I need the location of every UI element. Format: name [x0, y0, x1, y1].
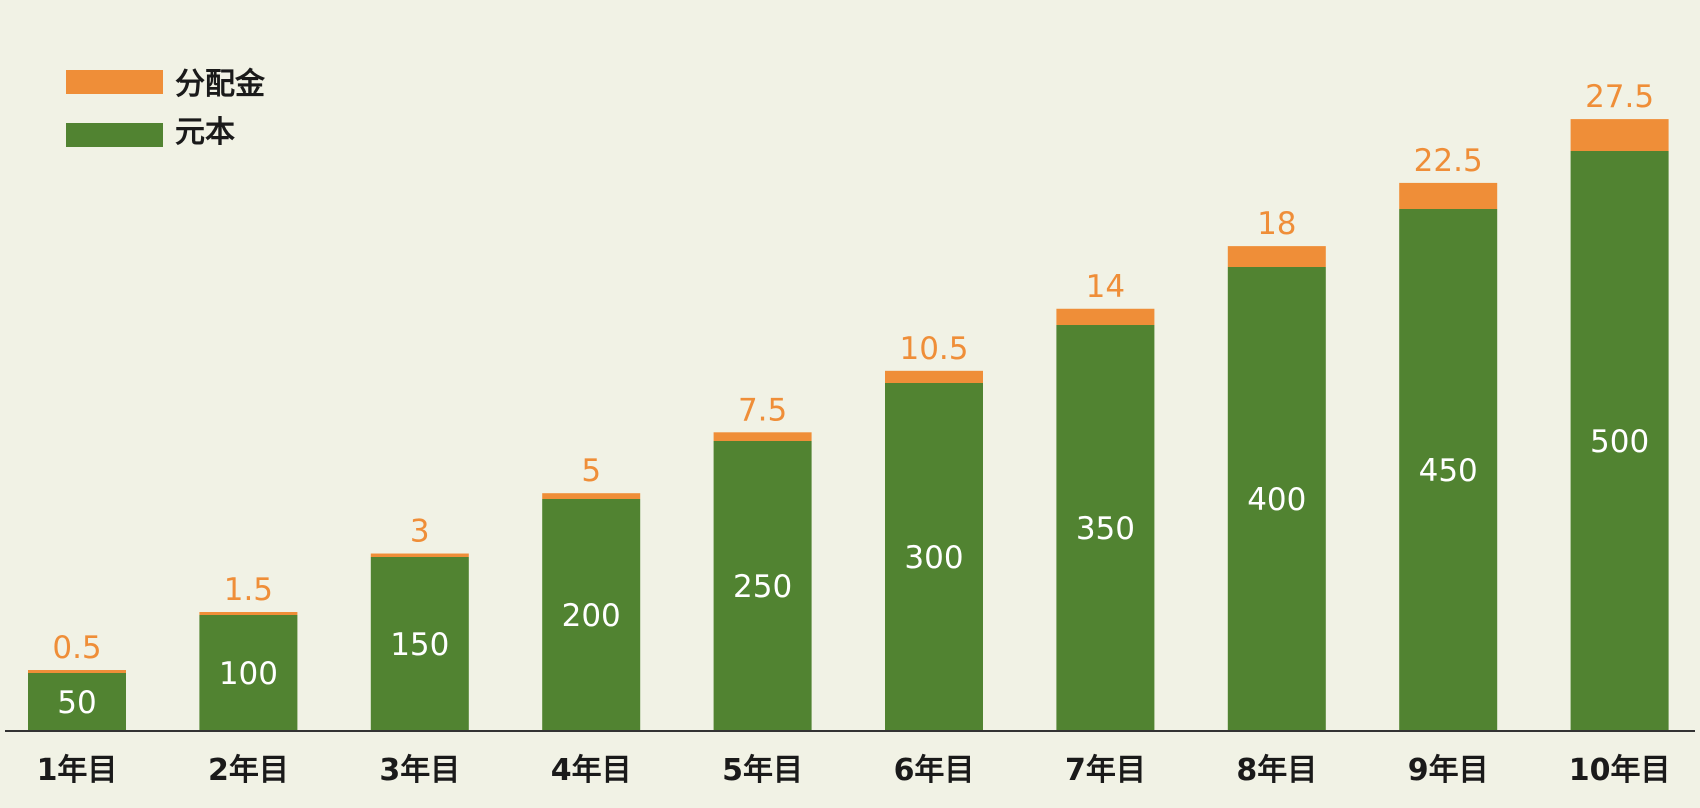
x-tick-label: 2年目	[208, 753, 289, 788]
data-label-dividend: 27.5	[1585, 79, 1654, 115]
data-label-principal: 150	[390, 627, 449, 663]
x-tick-label: 10年目	[1569, 753, 1671, 788]
bar-dividend	[542, 493, 641, 499]
data-label-dividend: 22.5	[1414, 143, 1483, 179]
legend-label-principal: 元本	[175, 115, 235, 150]
bar-dividend	[28, 670, 126, 673]
x-tick-label: 5年目	[722, 753, 803, 788]
bar-principal	[1399, 209, 1498, 731]
data-label-dividend: 0.5	[52, 630, 101, 666]
bar-principal	[28, 673, 126, 731]
data-label-principal: 100	[219, 656, 278, 692]
data-label-dividend: 18	[1257, 206, 1296, 242]
data-label-principal: 450	[1419, 453, 1478, 489]
bar-principal	[370, 557, 469, 731]
data-label-principal: 500	[1590, 424, 1649, 460]
bar-principal	[199, 615, 298, 731]
legend: 分配金 元本	[66, 67, 266, 150]
x-tick-label: 9年目	[1408, 753, 1489, 788]
x-tick-label: 7年目	[1065, 753, 1146, 788]
bar-principal	[1227, 267, 1326, 731]
bar-dividend	[1056, 308, 1155, 325]
data-label-principal: 300	[904, 540, 963, 576]
legend-label-dividend: 分配金	[175, 67, 266, 102]
data-label-dividend: 14	[1086, 269, 1125, 305]
bar-dividend	[885, 370, 983, 383]
data-label-principal: 250	[733, 569, 792, 605]
data-label-dividend: 7.5	[738, 392, 787, 428]
x-tick-label: 1年目	[37, 753, 118, 788]
x-tick-label: 3年目	[379, 753, 460, 788]
bar-dividend	[1570, 119, 1669, 151]
legend-swatch-dividend	[66, 70, 163, 94]
data-label-principal: 400	[1247, 482, 1306, 518]
data-label-dividend: 5	[581, 453, 601, 489]
x-tick-label: 4年目	[551, 753, 632, 788]
legend-swatch-principal	[66, 123, 163, 147]
data-label-dividend: 3	[410, 514, 430, 550]
bar-dividend	[1399, 182, 1498, 209]
bar-principal	[713, 441, 812, 731]
data-label-principal: 200	[562, 598, 621, 634]
bar-dividend	[199, 612, 298, 615]
bars-group: 50 0.5 100 1.5 150 3 200 5 250 7.5 300 10.5 350 14 400…	[28, 79, 1669, 731]
data-label-principal: 50	[57, 685, 96, 721]
bar-dividend	[713, 432, 812, 441]
data-label-principal: 350	[1076, 511, 1135, 547]
bar-principal	[1570, 151, 1669, 731]
bar-dividend	[1227, 246, 1326, 267]
bar-principal	[885, 383, 983, 731]
bar-dividend	[370, 553, 469, 557]
x-tick-label: 8年目	[1236, 753, 1317, 788]
data-label-dividend: 10.5	[899, 331, 968, 367]
x-axis-ticks: 1年目 2年目 3年目 4年目 5年目 6年目 7年目 8年目 9年目 10年目	[37, 753, 1671, 788]
x-tick-label: 6年目	[894, 753, 975, 788]
bar-principal	[542, 499, 641, 731]
data-label-dividend: 1.5	[224, 572, 273, 608]
bar-principal	[1056, 325, 1155, 731]
